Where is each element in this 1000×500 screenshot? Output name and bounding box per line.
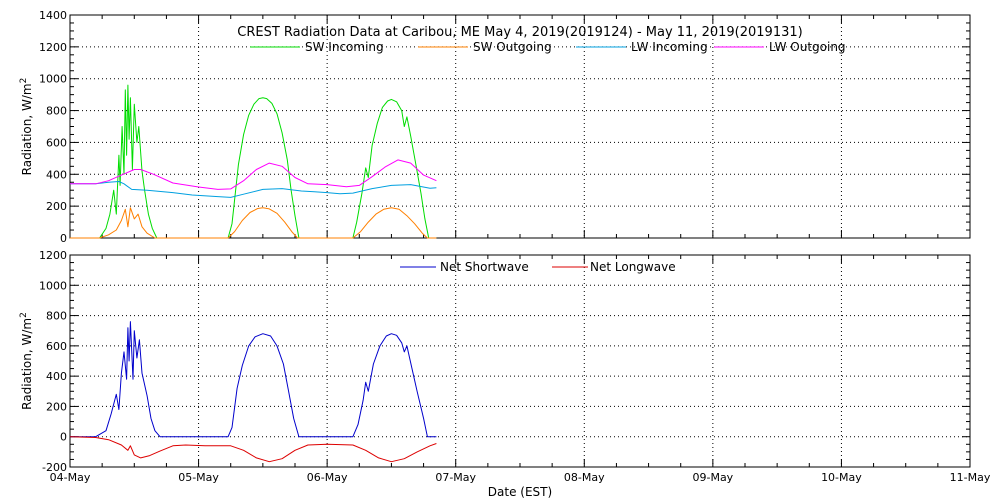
legend-label-net-longwave: Net Longwave — [590, 260, 676, 274]
legend-label-lw-incoming: LW Incoming — [631, 40, 708, 54]
plot-frame — [69, 14, 971, 239]
x-axis-label: Date (EST) — [488, 485, 552, 499]
y-tick-label: 800 — [46, 105, 67, 118]
y-tick-label: 600 — [46, 340, 67, 353]
y-tick-label: 1200 — [39, 41, 67, 54]
panel-1: 0 200 400 600 800 1000 1200 1400 CREST Radiation… — [39, 9, 971, 245]
series-line-lw-outgoing — [70, 159, 437, 190]
plot-frame — [69, 254, 971, 468]
y-tick-label: 400 — [46, 370, 67, 383]
y-tick-label: 1000 — [39, 279, 67, 292]
y-tick-label: 1400 — [39, 9, 67, 22]
series-line-sw-outgoing — [70, 207, 437, 239]
series-line-net-shortwave — [70, 321, 437, 438]
x-tick-label: 04-May — [50, 471, 91, 484]
y-tick-label: 800 — [46, 310, 67, 323]
legend-label-lw-outgoing: LW Outgoing — [769, 40, 846, 54]
x-tick-label: 05-May — [178, 471, 219, 484]
x-tick-label: 06-May — [307, 471, 348, 484]
x-tick-label: 07-May — [435, 471, 476, 484]
y-axis-label: Radiation, W/m2 — [19, 312, 34, 410]
x-tick-label: 08-May — [564, 471, 605, 484]
y-tick-label: 200 — [46, 400, 67, 413]
series-line-net-longwave — [69, 436, 437, 463]
y-tick-label: 600 — [46, 136, 67, 149]
y-tick-label: 400 — [46, 168, 67, 181]
y-axis-label: Radiation, W/m2 — [19, 78, 34, 176]
y-tick-label: 0 — [60, 431, 67, 444]
y-tick-label: 1000 — [39, 73, 67, 86]
x-tick-label: 11-May — [950, 471, 991, 484]
legend-label-sw-incoming: SW Incoming — [305, 40, 384, 54]
x-tick-label: 09-May — [692, 471, 733, 484]
x-tick-label: 10-May — [821, 471, 862, 484]
chart-title: CREST Radiation Data at Caribou, ME May … — [237, 25, 802, 40]
y-tick-label: 1200 — [39, 249, 67, 262]
legend-label-net-shortwave: Net Shortwave — [440, 260, 529, 274]
y-tick-label: 0 — [60, 232, 67, 245]
panel-2: -200 0 200 400 600 800 1000 1200 04-May 05-May 06-… — [39, 249, 991, 499]
y-tick-label: -200 — [42, 461, 67, 474]
legend-label-sw-outgoing: SW Outgoing — [473, 40, 552, 54]
y-tick-label: 200 — [46, 200, 67, 213]
series-line-lw-incoming — [70, 181, 437, 198]
series-line-sw-incoming — [70, 84, 437, 239]
